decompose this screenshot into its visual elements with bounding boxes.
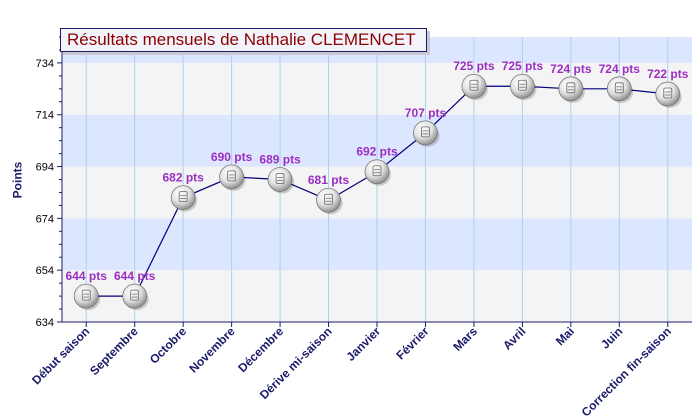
x-tick-label: Novembre [186,324,238,376]
data-label: 725 pts [453,59,495,73]
x-tick-label: Février [393,324,431,362]
x-tick-label: Mai [553,324,577,348]
y-tick-label: 734 [36,58,54,70]
data-label: 724 pts [599,62,641,76]
data-marker [655,81,681,107]
marker-emblem [372,165,382,177]
marker-emblem [178,191,188,203]
data-marker [170,185,196,211]
marker-emblem [614,82,624,94]
x-tick-label: Avril [500,324,528,352]
marker-emblem [469,79,479,91]
x-tick-label: Septembre [87,324,141,378]
y-axis-label-container: Points [2,160,32,200]
data-marker [606,76,632,102]
x-tick-label: Décembre [235,324,286,375]
marker-emblem [324,193,333,205]
data-marker [316,187,341,213]
y-tick-label: 694 [36,162,54,174]
data-marker [413,120,438,146]
y-tick-label: 634 [36,317,54,329]
data-label: 724 pts [550,62,592,76]
y-tick-label: 714 [36,110,54,122]
x-tick-label: Correction fin-saison [579,324,674,419]
data-label: 690 pts [211,150,253,164]
chart-title: Résultats mensuels de Nathalie CLEMENCET [60,28,427,52]
data-label: 692 pts [356,145,398,159]
data-marker [364,159,390,185]
data-label: 681 pts [308,173,350,187]
data-marker [73,283,99,309]
marker-emblem [130,289,140,301]
marker-emblem [517,79,527,91]
marker-emblem [81,289,91,301]
y-axis-label: Points [10,161,25,199]
marker-emblem [663,87,673,99]
data-marker [509,73,535,99]
data-marker [219,164,245,190]
marker-emblem [421,126,430,138]
data-label: 644 pts [114,269,156,283]
data-marker [122,283,148,309]
x-tick-label: Janvier [344,324,384,364]
data-marker [267,167,293,192]
data-label: 689 pts [259,153,301,167]
x-tick-label: Juin [598,324,625,351]
x-tick-label: Octobre [147,324,190,367]
marker-emblem [227,170,237,182]
data-label: 707 pts [405,106,447,120]
data-marker [558,76,584,102]
marker-emblem [566,82,576,94]
y-tick-label: 674 [36,213,54,225]
x-tick-label: Début saison [29,324,92,387]
data-marker [461,73,487,99]
marker-emblem [275,173,285,184]
data-label: 722 pts [647,67,689,81]
data-label: 644 pts [66,269,108,283]
x-tick-label: Mars [450,324,480,354]
data-label: 725 pts [502,59,544,73]
y-tick-label: 654 [36,265,54,277]
data-label: 682 pts [162,171,204,185]
